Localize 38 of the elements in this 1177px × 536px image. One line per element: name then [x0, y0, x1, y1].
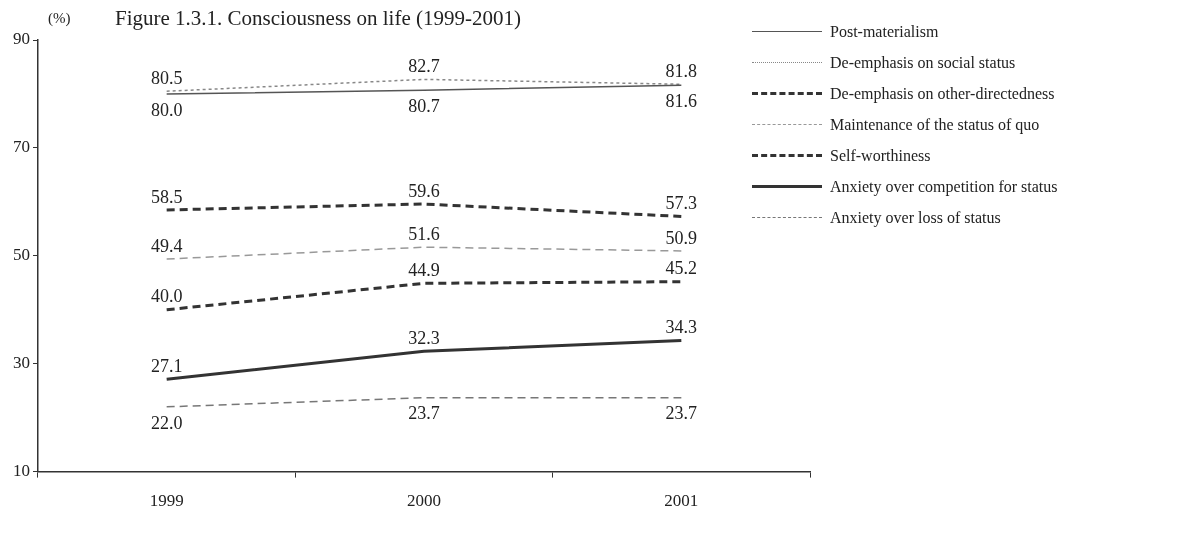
data-label: 51.6 [408, 223, 440, 244]
x-tick-label: 2000 [407, 491, 441, 511]
data-label: 44.9 [408, 260, 440, 281]
y-tick-label: 50 [13, 245, 30, 265]
data-label: 40.0 [150, 286, 183, 307]
data-label: 45.2 [665, 258, 698, 279]
data-label: 82.7 [408, 56, 440, 77]
y-tick-label: 30 [13, 353, 30, 373]
y-tick-label: 90 [13, 29, 30, 49]
legend-label: Maintenance of the status of quo [830, 115, 1040, 134]
data-label: 49.4 [150, 235, 183, 256]
legend-label: De-emphasis on social status [830, 53, 1016, 72]
data-label: 80.0 [150, 99, 183, 120]
legend-label: Anxiety over competition for status [830, 177, 1058, 196]
legend-label: Anxiety over loss of status [830, 208, 1001, 227]
legend-label: Post-materialism [830, 22, 939, 41]
data-label: 80.5 [150, 67, 183, 88]
x-tick-label: 1999 [149, 491, 184, 511]
data-label: 81.8 [665, 60, 698, 81]
data-label: 80.7 [408, 95, 440, 116]
data-label: 59.6 [408, 180, 440, 201]
data-label: 81.6 [665, 91, 698, 112]
y-axis-title: (%) [48, 10, 71, 27]
y-tick-label: 70 [13, 137, 30, 157]
data-label: 34.3 [665, 317, 698, 338]
y-tick-label: 10 [13, 461, 30, 481]
legend-label: Self-worthiness [830, 146, 931, 165]
data-label: 22.0 [150, 412, 183, 433]
chart-title: Figure 1.3.1. Consciousness on life (1999-2001) [115, 6, 521, 31]
legend-label: De-emphasis on other-directedness [830, 84, 1055, 103]
data-label: 23.7 [665, 403, 698, 424]
data-label: 57.3 [665, 193, 698, 214]
x-tick-label: 2001 [664, 491, 699, 511]
data-label: 23.7 [408, 403, 440, 424]
data-label: 32.3 [408, 328, 440, 349]
data-label: 50.9 [665, 227, 698, 248]
data-label: 58.5 [150, 186, 183, 207]
data-label: 27.1 [150, 356, 183, 377]
